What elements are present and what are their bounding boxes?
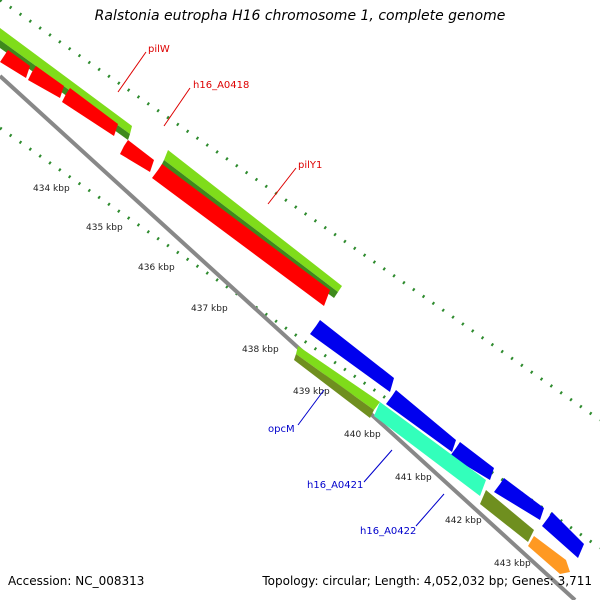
tick-label: 437 kbp <box>191 304 228 314</box>
gene-h16-A0422[interactable] <box>480 490 534 542</box>
tick-label: 434 kbp <box>33 184 70 194</box>
tick-label: 441 kbp <box>395 473 432 483</box>
gene-h16-A0418[interactable] <box>120 140 154 172</box>
tick-label: 442 kbp <box>445 516 482 526</box>
gene-label-pilY1[interactable]: pilY1 <box>298 160 322 171</box>
accession-text: Accession: NC_008313 <box>8 574 145 588</box>
gene-opcM-dark <box>294 354 374 418</box>
gene-pilY1[interactable] <box>164 150 342 292</box>
gene-red-1[interactable] <box>0 50 30 78</box>
gene-blue-2[interactable] <box>386 390 456 452</box>
h16-A0418-leader <box>163 87 191 127</box>
gene-pilW[interactable] <box>0 28 132 134</box>
gene-label-h16-A0418[interactable]: h16_A0418 <box>193 80 249 91</box>
tick-label: 443 kbp <box>494 559 531 569</box>
tick-label: 439 kbp <box>293 387 330 397</box>
gene-label-pilW[interactable]: pilW <box>148 44 170 55</box>
tick-label: 440 kbp <box>344 430 381 440</box>
map-title: Ralstonia eutropha H16 chromosome 1, com… <box>94 8 506 24</box>
gene-label-h16-A0422[interactable]: h16_A0422 <box>360 526 416 537</box>
gene-opcM[interactable] <box>296 346 380 410</box>
gene-blue-1[interactable] <box>310 320 394 392</box>
tick-label: 435 kbp <box>86 223 123 233</box>
h16-A0422-leader <box>415 493 445 527</box>
gene-red-3[interactable] <box>62 88 118 136</box>
gene-h16-A0421[interactable] <box>374 402 486 496</box>
backbone-line <box>0 74 577 600</box>
tick-label: 438 kbp <box>242 345 279 355</box>
pilY1-leader <box>267 167 297 205</box>
h16-A0421-leader <box>363 449 393 483</box>
gene-label-opcM[interactable]: opcM <box>268 424 295 435</box>
gene-blue-4[interactable] <box>494 478 544 520</box>
tick-label: 436 kbp <box>138 263 175 273</box>
topology-text: Topology: circular; Length: 4,052,032 bp… <box>262 574 592 588</box>
gene-blue-3[interactable] <box>450 442 494 480</box>
gene-orange[interactable] <box>528 536 570 574</box>
pilW-leader <box>117 51 147 93</box>
opcM-leader <box>297 389 325 426</box>
gene-blue-5[interactable] <box>542 512 584 558</box>
gene-label-h16-A0421[interactable]: h16_A0421 <box>307 480 363 491</box>
gene-red-5[interactable] <box>152 164 330 306</box>
gene-red-2[interactable] <box>28 66 64 98</box>
